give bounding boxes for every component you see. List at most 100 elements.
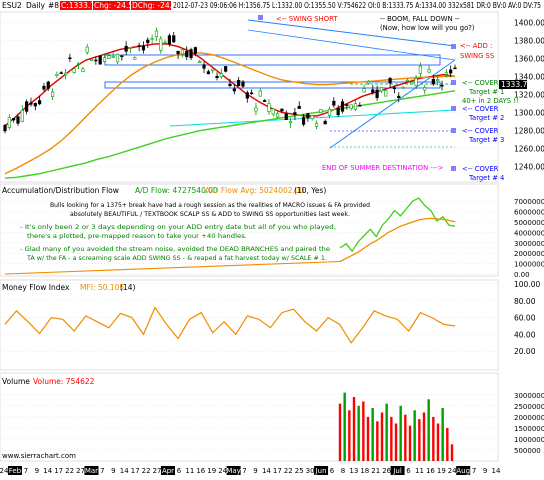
x-tick-label: 22 — [142, 467, 151, 475]
x-month-badge — [7, 466, 22, 475]
ad-avg-line-history — [4, 260, 341, 275]
candle-body — [128, 46, 133, 49]
price-tick-label: 1280.00 — [514, 126, 544, 135]
candle-body — [3, 125, 7, 132]
mfi-legend-value: MFI: 50.105 — [80, 283, 124, 292]
mfi-tick-label: 40.00 — [514, 330, 536, 339]
ad-tick-label: 3000000.0 — [514, 240, 544, 248]
candle-body — [254, 107, 258, 112]
candle-body — [440, 84, 444, 87]
candle-body — [327, 108, 332, 116]
mfi-grid — [2, 283, 496, 352]
candle-body — [124, 45, 128, 52]
x-tick-label: Jul — [392, 467, 402, 475]
volume-panel: 500000 1000000 1500000 2000000 2500000 300000… — [0, 372, 544, 462]
candle-body — [33, 103, 37, 107]
candle-body — [379, 86, 384, 92]
volume-bar — [348, 410, 351, 461]
cover3-marker — [451, 128, 456, 133]
x-tick-label: 17 — [273, 467, 282, 475]
volume-bar — [408, 425, 412, 461]
x-tick-label: 9 — [35, 467, 39, 475]
volume-bar — [422, 412, 426, 461]
candle-body — [431, 78, 435, 85]
x-tick-label: 7 — [472, 467, 476, 475]
candle-body — [55, 73, 59, 77]
candle-body — [180, 49, 185, 55]
candle-body — [245, 92, 249, 99]
volume-tick-label: 2000000 — [514, 414, 544, 422]
candle-body — [159, 38, 163, 51]
annotation-cover4-2: Target # 4 — [468, 174, 504, 182]
watermark: www.sierrachart.com — [2, 452, 76, 460]
volume-tick-label: 1500000 — [514, 425, 544, 433]
candle-body — [271, 108, 275, 115]
volume-tick-label: 1000000 — [514, 436, 544, 444]
candle-body — [85, 46, 89, 53]
x-month-badge — [226, 466, 241, 475]
candle-body — [63, 72, 68, 76]
x-tick-label: 9 — [111, 467, 115, 475]
volume-bar — [413, 410, 416, 461]
volume-bar — [432, 416, 435, 461]
x-tick-label: 9 — [483, 467, 487, 475]
x-tick-label: 22 — [284, 467, 293, 475]
candle-body — [237, 80, 241, 87]
volume-bar — [427, 399, 430, 461]
cover2-marker — [451, 106, 456, 111]
x-tick-label: 6 — [406, 467, 411, 475]
x-tick-label: 7 — [100, 467, 104, 475]
header-study: #8 — [48, 1, 59, 10]
x-tick-label: 19 — [437, 467, 446, 475]
volume-bar — [399, 405, 402, 461]
price-tick-label: 1240.00 — [514, 162, 544, 171]
ad-tick-label: 4000000.0 — [514, 229, 544, 237]
ad-axis: 0.00 1000000.0 2000000.0 3000000.0 4000000.0… — [514, 198, 544, 279]
mfi-panel: 20.00 40.00 60.00 80.00 100.00 Money Flow In… — [0, 279, 540, 371]
candle-body — [405, 79, 410, 82]
x-tick-label: 11 — [415, 467, 424, 475]
candle-body — [280, 108, 284, 112]
candle-body — [176, 50, 180, 55]
candle-body — [29, 102, 33, 105]
x-tick-label: 7 — [242, 467, 246, 475]
ad-flow-panel: 0.00 1000000.0 2000000.0 3000000.0 4000000.0… — [0, 183, 544, 279]
swing-short-marker — [258, 15, 263, 20]
candle-body — [401, 86, 405, 89]
ad-tick-label: 6000000.0 — [514, 209, 544, 217]
header-symbol: ESU2 — [2, 1, 22, 10]
volume-bar — [418, 419, 421, 461]
candle-body — [76, 63, 81, 65]
mfi-title: Money Flow Index — [2, 283, 70, 292]
ad-tick-label: 7000000.0 — [514, 198, 544, 206]
volume-bar — [357, 405, 360, 461]
trendline-ray — [247, 29, 456, 61]
candle-body — [267, 103, 271, 112]
ad-legend-avg: A/D Flow Avg: 5024002.00 — [205, 186, 305, 195]
candle-body — [89, 59, 94, 62]
candle-body — [25, 101, 29, 112]
volume-bar — [343, 392, 346, 461]
annotation-add-2: SWING SS — [460, 52, 494, 60]
candle-body — [20, 110, 24, 122]
candle-body — [345, 104, 349, 106]
mfi-tick-label: 80.00 — [514, 297, 536, 306]
annotation-cover2-1: <-- COVER — [462, 105, 499, 113]
x-tick-label: 30 — [306, 467, 315, 475]
volume-bar — [404, 414, 407, 461]
ad-legend-params: (10, Yes) — [294, 186, 326, 195]
x-tick-label: 16 — [196, 467, 205, 475]
price-tick-label: 1340.00 — [514, 72, 544, 81]
candle-body — [185, 51, 189, 58]
note-1-line-1: Bulls looking for a 1375+ break have had… — [50, 202, 370, 209]
header-dchg: DChg: -24.50 — [132, 1, 182, 10]
candle-body — [215, 75, 219, 79]
candle-body — [7, 117, 11, 128]
x-tick-label: 21 — [371, 467, 380, 475]
candle-body — [198, 61, 202, 64]
volume-bar — [450, 444, 454, 461]
note-3-line-1: - Glad many of you avoided the stream no… — [20, 246, 330, 253]
candle-body — [371, 89, 375, 93]
candle-body — [293, 112, 297, 115]
